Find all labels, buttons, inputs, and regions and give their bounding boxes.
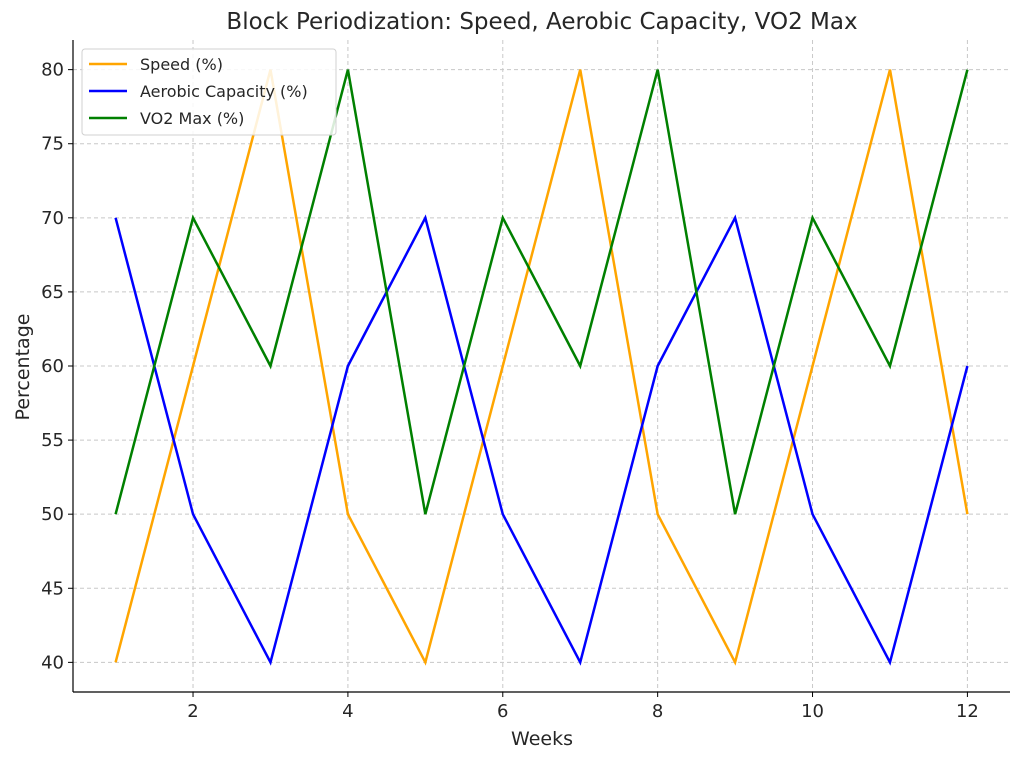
y-tick-label: 70	[41, 208, 64, 229]
x-axis-label: Weeks	[511, 728, 573, 750]
legend-label: Speed (%)	[140, 55, 223, 74]
series-line-2	[114, 69, 969, 515]
y-tick-label: 45	[41, 578, 64, 599]
y-tick-label: 75	[41, 134, 64, 155]
x-tick-label: 6	[497, 701, 508, 722]
series-line-1	[114, 214, 969, 666]
x-tick-label: 12	[956, 701, 979, 722]
legend-label: VO2 Max (%)	[140, 109, 244, 128]
legend-label: Aerobic Capacity (%)	[140, 82, 308, 101]
y-tick-label: 65	[41, 282, 64, 303]
y-tick-label: 40	[41, 652, 64, 673]
y-axis-label: Percentage	[12, 314, 34, 421]
chart-title: Block Periodization: Speed, Aerobic Capa…	[226, 9, 857, 35]
x-tick-label: 4	[342, 701, 353, 722]
y-tick-label: 60	[41, 356, 64, 377]
x-tick-label: 10	[801, 701, 824, 722]
x-tick-label: 2	[187, 701, 198, 722]
legend: Speed (%) Aerobic Capacity (%) VO2 Max (%)	[81, 48, 337, 136]
grid	[73, 40, 1010, 692]
x-tick-label: 8	[652, 701, 663, 722]
axes: 2 4 6 8 10 12 40 45 50 55 60 65 70 75 80	[41, 40, 1010, 722]
y-tick-label: 50	[41, 504, 64, 525]
legend-box	[81, 48, 337, 136]
y-tick-label: 80	[41, 60, 64, 81]
y-tick-label: 55	[41, 430, 64, 451]
